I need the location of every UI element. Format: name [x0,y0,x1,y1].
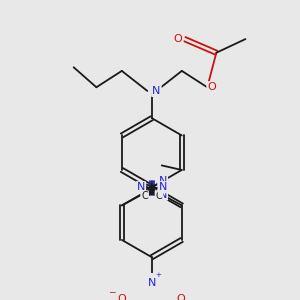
Text: O: O [176,294,185,300]
Text: N: N [158,190,167,200]
Text: O: O [207,82,216,92]
Text: N: N [152,86,160,96]
Text: C: C [156,191,162,201]
Text: O: O [174,34,183,44]
Text: O: O [117,294,126,300]
Text: −: − [108,287,116,296]
Text: N: N [158,176,167,186]
Text: +: + [155,272,161,278]
Text: C: C [141,191,148,201]
Text: N: N [159,182,167,192]
Text: N: N [148,278,156,288]
Text: N: N [136,182,145,192]
